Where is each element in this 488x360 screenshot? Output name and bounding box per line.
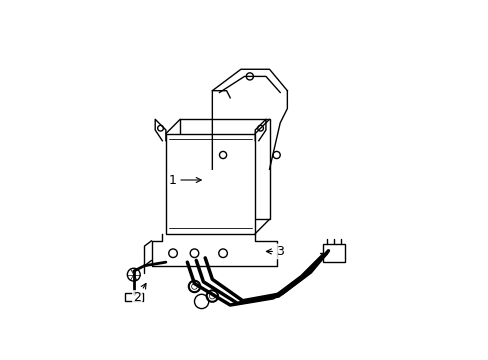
Bar [180, 119, 269, 219]
Text: 1: 1 [169, 174, 201, 186]
Bar [124, 293, 142, 301]
Text: 2: 2 [133, 283, 146, 305]
Bar [323, 244, 344, 262]
Bar [165, 134, 255, 234]
Text: 3: 3 [266, 245, 284, 258]
